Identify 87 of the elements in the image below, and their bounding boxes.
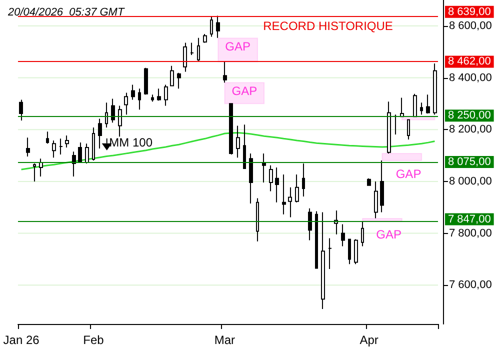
annotation: RECORD HISTORIQUE [263,19,393,33]
line-series [20,132,436,170]
candlestick [315,210,318,269]
y-tick-label: 8 400,00 [449,72,492,84]
candlestick [282,174,286,215]
candlestick [59,138,63,155]
candlestick [190,42,194,56]
y-tick-label: 7 600,00 [449,279,492,292]
y-tick-label: 7 800,00 [449,227,492,240]
text: 20/04/2026 05:37 GMT [7,6,126,18]
ref-line-label: 8 639,00 [448,6,491,18]
band-label: GAP [396,166,422,181]
candlestick [400,97,404,118]
candlestick [341,224,345,247]
ref-line-label: 7 847,00 [448,213,491,226]
candlestick [433,63,437,116]
candlestick [308,208,312,241]
candlestick [210,16,213,38]
candlestick [98,118,102,150]
candlestick [393,114,397,136]
x-tick-label: Apr [360,333,378,347]
candlestick [288,186,292,218]
candlestick [92,127,95,161]
candlestick [85,143,89,164]
candlestick [118,105,122,138]
candlestick [295,174,299,203]
candlestick [144,67,148,96]
candlestick [413,93,417,118]
candlestick [236,125,240,158]
band-label: GAP [225,40,251,54]
candlestick [124,92,128,116]
candlestick [420,102,423,116]
candlestick [229,103,233,155]
candlestick [72,151,76,178]
x-tick-label: Feb [83,333,104,347]
candlestick [216,15,220,38]
x-tick-label: Jan 26 [3,333,40,347]
candlestick [105,102,108,128]
band-label: GAP [376,228,402,242]
y-tick-label: 8 200,00 [449,124,492,136]
series-label: MM 100 [109,135,153,150]
candlestick [177,72,181,90]
candlestick [243,124,246,169]
candlestick [367,178,371,186]
band-label: GAP [232,84,258,98]
candlestick [328,238,332,270]
candlestick [157,88,161,102]
candlestick [262,152,266,183]
candlestick [164,84,168,106]
candlestick [131,84,135,100]
candlestick [275,166,279,203]
candlestick [269,164,273,192]
candlestick [138,88,141,110]
candlestick [52,140,56,158]
candlestick [46,131,49,144]
candlestick [223,61,227,84]
candlestick [170,65,174,86]
ref-line-label: 8 250,00 [448,110,491,122]
candlestick [197,37,200,62]
candlestick [361,220,364,247]
candlestick [183,42,187,72]
candlestick [387,101,391,154]
candlestick [39,158,43,178]
candlestick [302,163,305,197]
candlestick [19,99,23,122]
candlestick [78,142,82,164]
candlestick [348,238,351,265]
candlestick [65,135,69,148]
candlestick [407,119,410,140]
ref-line-label: 8 462,00 [448,56,491,68]
ref-line-label: 8 075,00 [448,156,491,168]
candlestick [256,198,259,242]
candlestick [249,152,253,204]
x-tick-label: Mar [214,333,236,347]
candlestick [354,238,358,265]
candlestick [111,98,115,124]
candlestick [321,212,325,310]
candlestick [203,33,207,44]
candlestick [426,94,430,114]
candlestick [26,137,30,158]
y-tick-label: 8 600,00 [449,20,492,32]
candlestick [33,163,36,182]
candlestick [374,180,378,219]
y-tick-label: 8 000,00 [449,175,492,188]
candlestick [334,210,338,235]
candlestick [151,94,154,102]
candlestick [380,160,384,213]
